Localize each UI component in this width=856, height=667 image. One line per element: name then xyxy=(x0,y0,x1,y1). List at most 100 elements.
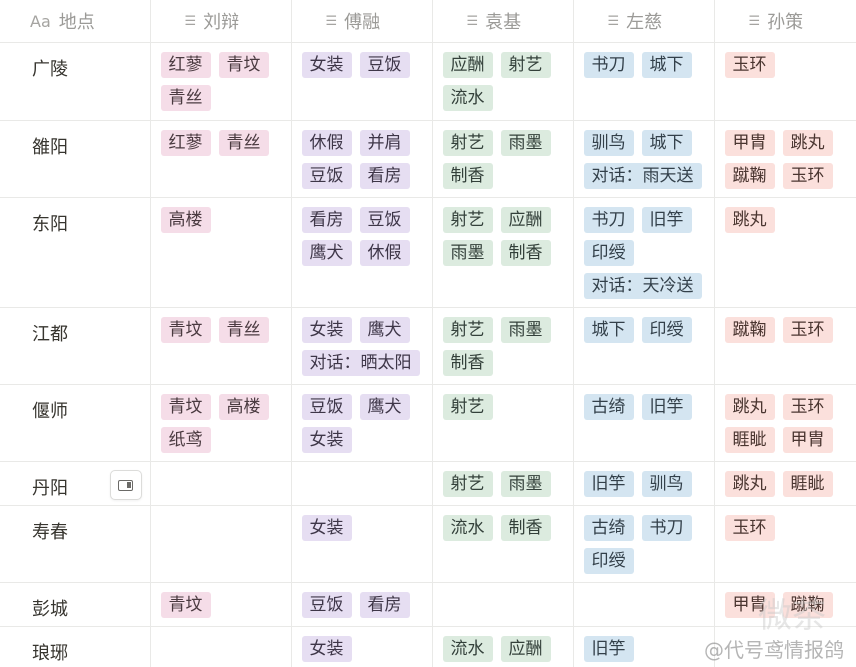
multi-select-cell[interactable]: 青坟 高楼 纸鸢 xyxy=(150,384,292,462)
multi-select-cell[interactable] xyxy=(150,461,292,506)
multi-select-cell[interactable]: 跳丸 睚眦 xyxy=(714,461,856,506)
multi-select-cell[interactable]: 玉环 xyxy=(714,42,856,121)
tag: 印绶 xyxy=(583,548,634,574)
multi-select-cell[interactable]: 蹴鞠 玉环 xyxy=(714,307,856,385)
multi-select-cell[interactable]: 看房 豆饭 鹰犬 休假 xyxy=(291,197,433,308)
tag: 豆饭 xyxy=(301,592,352,618)
place-name: 丹阳 xyxy=(32,478,68,499)
multi-select-cell[interactable]: 跳丸 玉环 睚眦 甲胄 xyxy=(714,384,856,462)
place-cell[interactable]: 广陵 xyxy=(0,42,151,121)
multi-select-cell[interactable]: 红蓼 青坟 青丝 xyxy=(150,42,292,121)
open-page-button[interactable] xyxy=(109,470,142,500)
multi-select-cell[interactable]: 豆饭 看房 xyxy=(291,582,433,627)
tag: 书刀 xyxy=(641,515,692,541)
tag: 驯鸟 xyxy=(583,130,634,156)
tag: 休假 xyxy=(359,240,410,266)
table-row: 广陵 红蓼 青坟 青丝 女装 豆饭 应酬 射艺 流水 书刀 城下 玉环 xyxy=(0,42,856,121)
tag: 雨墨 xyxy=(500,130,551,156)
place-name: 琅琊 xyxy=(32,643,68,664)
multi-select-cell[interactable]: 驯鸟 城下 对话：雨天送 xyxy=(573,120,715,198)
table-row: 雒阳 红蓼 青丝 休假 并肩 豆饭 看房 射艺 雨墨 制香 驯鸟 城下 对话：雨天送 甲胄 跳丸 蹴鞠 玉环 xyxy=(0,120,856,198)
column-header-zuoci[interactable]: ☰ 左慈 xyxy=(573,0,715,43)
tag: 古绮 xyxy=(583,515,634,541)
place-cell[interactable]: 江都 xyxy=(0,307,151,385)
column-header-label: 袁基 xyxy=(485,12,522,33)
multi-select-cell[interactable]: 甲胄 蹴鞠 xyxy=(714,582,856,627)
place-name: 彭城 xyxy=(32,599,68,620)
tag: 射艺 xyxy=(442,317,493,343)
multi-select-cell[interactable]: 旧竽 xyxy=(573,626,715,667)
multi-select-cell[interactable]: 豆饭 鹰犬 女装 xyxy=(291,384,433,462)
multi-select-cell[interactable]: 城下 印绶 xyxy=(573,307,715,385)
multi-select-cell[interactable]: 女装 豆饭 xyxy=(291,42,433,121)
tag: 书刀 xyxy=(583,207,634,233)
tag: 对话：雨天送 xyxy=(583,163,702,189)
column-header-sunce[interactable]: ☰ 孙策 xyxy=(714,0,856,43)
tag: 青坟 xyxy=(218,52,269,78)
multi-select-cell[interactable] xyxy=(714,626,856,667)
multi-select-cell[interactable]: 流水 制香 xyxy=(432,505,574,583)
multi-select-cell[interactable]: 高楼 xyxy=(150,197,292,308)
multi-select-cell[interactable] xyxy=(432,582,574,627)
multi-select-cell[interactable]: 玉环 xyxy=(714,505,856,583)
multi-select-cell[interactable]: 青坟 xyxy=(150,582,292,627)
multi-select-cell[interactable]: 女装 鹰犬 对话：晒太阳 xyxy=(291,307,433,385)
multi-select-cell[interactable]: 跳丸 xyxy=(714,197,856,308)
place-cell[interactable]: 东阳 xyxy=(0,197,151,308)
tag: 跳丸 xyxy=(724,207,775,233)
multi-select-cell[interactable]: 射艺 应酬 雨墨 制香 xyxy=(432,197,574,308)
place-cell[interactable]: 丹阳 xyxy=(0,461,151,506)
multi-select-cell[interactable]: 射艺 雨墨 xyxy=(432,461,574,506)
multi-select-cell[interactable]: 古绮 旧竽 xyxy=(573,384,715,462)
multi-select-cell[interactable]: 书刀 城下 xyxy=(573,42,715,121)
multi-select-cell[interactable]: 射艺 雨墨 制香 xyxy=(432,307,574,385)
multi-select-cell[interactable]: 书刀 旧竽 印绶 对话：天冷送 xyxy=(573,197,715,308)
column-header-liubian[interactable]: ☰ 刘辩 xyxy=(150,0,292,43)
tag: 玉环 xyxy=(782,163,833,189)
column-header-yuanji[interactable]: ☰ 袁基 xyxy=(432,0,574,43)
place-name: 寿春 xyxy=(32,522,68,543)
multi-select-cell[interactable] xyxy=(573,582,715,627)
place-name: 广陵 xyxy=(32,59,68,80)
column-header-place[interactable]: Aa 地点 xyxy=(0,0,151,43)
place-cell[interactable]: 雒阳 xyxy=(0,120,151,198)
multi-select-cell[interactable] xyxy=(291,461,433,506)
multi-select-cell[interactable]: 射艺 雨墨 制香 xyxy=(432,120,574,198)
tag: 雨墨 xyxy=(500,471,551,497)
multi-select-cell[interactable]: 红蓼 青丝 xyxy=(150,120,292,198)
tag: 玉环 xyxy=(724,52,775,78)
table-row: 偃师 青坟 高楼 纸鸢 豆饭 鹰犬 女装 射艺 古绮 旧竽 跳丸 玉环 睚眦 甲胄 xyxy=(0,384,856,462)
tag: 红蓼 xyxy=(160,130,211,156)
place-name: 江都 xyxy=(32,324,68,345)
place-cell[interactable]: 彭城 xyxy=(0,582,151,627)
multi-select-cell[interactable]: 休假 并肩 豆饭 看房 xyxy=(291,120,433,198)
place-cell[interactable]: 偃师 xyxy=(0,384,151,462)
tag: 看房 xyxy=(301,207,352,233)
list-icon: ☰ xyxy=(325,13,338,29)
place-name: 东阳 xyxy=(32,214,68,235)
place-cell[interactable]: 寿春 xyxy=(0,505,151,583)
multi-select-cell[interactable]: 古绮 书刀 印绶 xyxy=(573,505,715,583)
tag: 应酬 xyxy=(500,207,551,233)
tag: 应酬 xyxy=(500,636,551,662)
multi-select-cell[interactable] xyxy=(150,626,292,667)
tag: 城下 xyxy=(583,317,634,343)
multi-select-cell[interactable]: 女装 xyxy=(291,505,433,583)
multi-select-cell[interactable]: 射艺 xyxy=(432,384,574,462)
tag: 驯鸟 xyxy=(641,471,692,497)
column-header-furong[interactable]: ☰ 傅融 xyxy=(291,0,433,43)
table-row: 琅琊 女装 流水 应酬 旧竽 xyxy=(0,626,856,667)
multi-select-cell[interactable]: 女装 xyxy=(291,626,433,667)
multi-select-cell[interactable]: 旧竽 驯鸟 xyxy=(573,461,715,506)
multi-select-cell[interactable]: 应酬 射艺 流水 xyxy=(432,42,574,121)
multi-select-cell[interactable]: 青坟 青丝 xyxy=(150,307,292,385)
multi-select-cell[interactable] xyxy=(150,505,292,583)
tag: 射艺 xyxy=(442,207,493,233)
tag: 跳丸 xyxy=(724,394,775,420)
place-cell[interactable]: 琅琊 xyxy=(0,626,151,667)
multi-select-cell[interactable]: 甲胄 跳丸 蹴鞠 玉环 xyxy=(714,120,856,198)
tag: 青丝 xyxy=(218,130,269,156)
tag: 女装 xyxy=(301,515,352,541)
place-name: 偃师 xyxy=(32,401,68,422)
multi-select-cell[interactable]: 流水 应酬 xyxy=(432,626,574,667)
